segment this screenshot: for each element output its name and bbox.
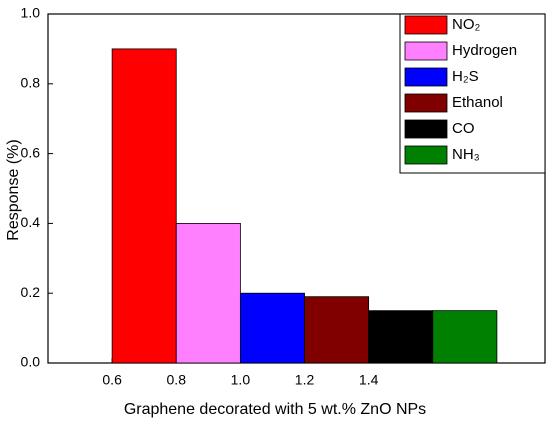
bar [368, 310, 434, 364]
y-tick-label: 0.6 [21, 144, 41, 160]
y-tick-label: 0.0 [21, 354, 41, 370]
legend-label: NO₂ [452, 16, 481, 33]
legend-label: H₂S [452, 68, 479, 85]
bar [432, 310, 498, 364]
legend-label: CO [452, 120, 475, 137]
bar [111, 48, 177, 364]
y-tick-label: 1.0 [21, 5, 41, 21]
y-tick-label: 0.8 [21, 75, 41, 91]
x-tick-label: 1.2 [295, 372, 315, 388]
y-axis-title: Response (%) [5, 139, 22, 240]
legend-swatch [404, 15, 448, 35]
legend-label: NH₃ [452, 146, 480, 163]
x-tick-label: 1.4 [359, 372, 379, 388]
legend-swatch [404, 41, 448, 61]
legend-swatch [404, 93, 448, 113]
x-tick-label: 0.6 [102, 372, 122, 388]
x-axis-title: Graphene decorated with 5 wt.% ZnO NPs [124, 401, 426, 418]
legend-label: Hydrogen [452, 42, 517, 59]
legend-swatch [404, 145, 448, 165]
legend-swatch [404, 67, 448, 87]
y-tick-label: 0.4 [21, 214, 41, 230]
x-tick-label: 0.8 [167, 372, 187, 388]
legend-swatch [404, 119, 448, 139]
bar [239, 292, 305, 364]
bar [304, 296, 370, 364]
x-tick-label: 1.0 [231, 372, 251, 388]
legend-label: Ethanol [452, 94, 503, 111]
y-tick-label: 0.2 [21, 284, 41, 300]
bar [175, 222, 241, 364]
